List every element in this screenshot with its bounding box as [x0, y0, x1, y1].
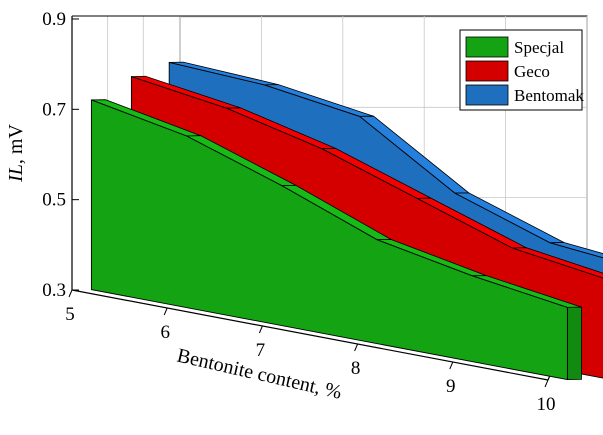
ribbon-end-specjal — [567, 306, 582, 381]
x-tick — [449, 361, 454, 370]
series-specjal — [90, 99, 582, 381]
ribbons — [90, 61, 603, 381]
legend-swatch-geco — [465, 60, 509, 82]
x-tick-label: 7 — [256, 340, 266, 361]
x-tick-label: 10 — [537, 394, 556, 415]
y-tick-label: 0.7 — [42, 99, 66, 120]
x-tick — [68, 289, 73, 298]
legend-label-geco: Geco — [514, 62, 550, 81]
y-tick-label: 0.5 — [42, 190, 66, 211]
x-tick-label: 8 — [351, 358, 361, 379]
x-tick — [258, 325, 263, 334]
x-tick — [544, 379, 549, 388]
x-tick-label: 5 — [65, 304, 75, 325]
ribbon-face-specjal — [90, 99, 568, 381]
legend-label-specjal: Specjal — [514, 38, 564, 57]
y-tick-label: 0.9 — [42, 9, 66, 30]
x-tick-label: 9 — [446, 376, 456, 397]
x-tick — [163, 307, 168, 316]
legend: Specjal Geco Bentomak — [459, 29, 584, 111]
y-axis-title: IL, mV — [5, 124, 27, 183]
legend-swatch-bentomak — [465, 84, 509, 106]
y-tick-label: 0.3 — [42, 280, 66, 301]
y-axis-title-italic: IL — [5, 164, 27, 183]
legend-swatch-specjal — [465, 36, 509, 58]
y-axis-title-rest: , mV — [5, 124, 27, 165]
bottom-depth-axis — [71, 289, 549, 381]
axis-ticks: 0.3 0.5 0.7 0.9 5 6 7 8 9 10 — [42, 9, 555, 415]
x-tick — [354, 343, 359, 352]
legend-label-bentomak: Bentomak — [514, 86, 584, 105]
x-tick-label: 6 — [160, 322, 170, 343]
